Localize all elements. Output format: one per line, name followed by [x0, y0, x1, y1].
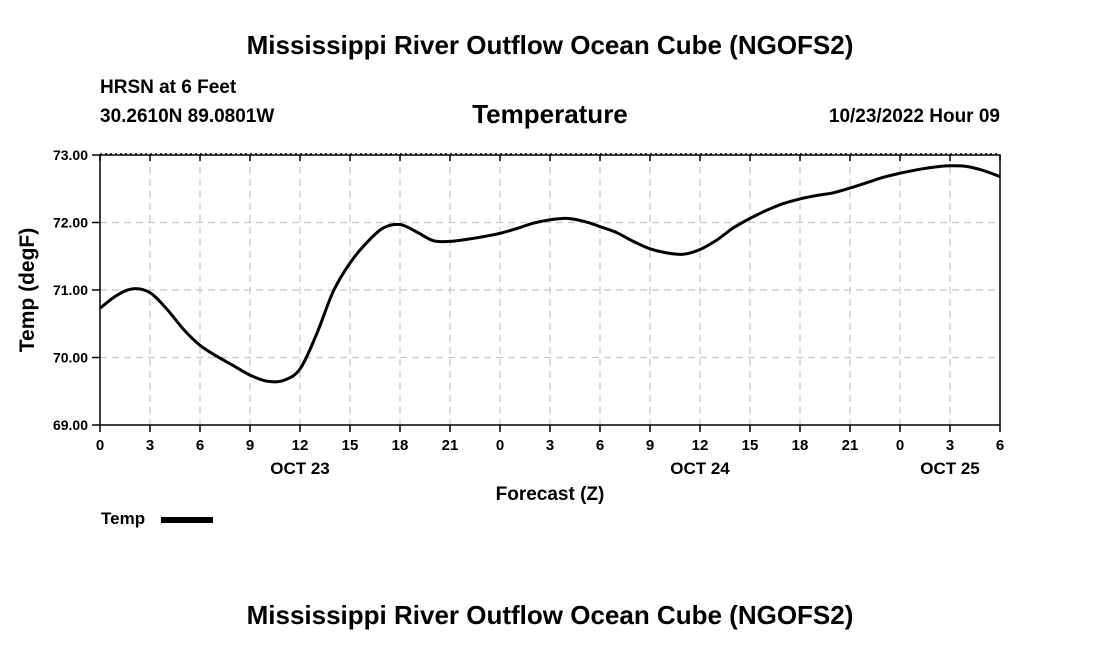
page-title: Mississippi River Outflow Ocean Cube (NG…: [246, 30, 854, 60]
x-tick-label: 0: [96, 437, 104, 454]
x-tick-label: 15: [342, 437, 359, 454]
x-tick-label: 18: [392, 437, 409, 454]
x-tick-label: 3: [546, 437, 554, 454]
x-axis-label: Forecast (Z): [496, 484, 605, 505]
datetime-label: 10/23/2022 Hour 09: [828, 106, 1000, 127]
y-tick-label: 71.00: [53, 282, 88, 298]
x-tick-label: 0: [496, 437, 504, 454]
station-label: HRSN at 6 Feet: [100, 77, 237, 98]
date-label: OCT 23: [270, 459, 330, 478]
x-tick-label: 3: [146, 437, 154, 454]
y-tick-label: 72.00: [53, 215, 88, 231]
date-label: OCT 25: [920, 459, 980, 478]
temp-series-line: [99, 164, 1001, 384]
chart-title: Temperature: [472, 99, 628, 129]
x-tick-label: 12: [692, 437, 709, 454]
x-tick-label: 9: [246, 437, 254, 454]
coordinates-label: 30.2610N 89.0801W: [100, 106, 275, 127]
x-tick-label: 6: [996, 437, 1004, 454]
x-tick-label: 0: [896, 437, 904, 454]
x-tick-label: 9: [646, 437, 654, 454]
axis-ticks: [92, 154, 1001, 432]
y-axis-label: Temp (degF): [16, 228, 39, 352]
footer-title: Mississippi River Outflow Ocean Cube (NG…: [246, 600, 854, 630]
y-tick-label: 69.00: [53, 417, 88, 433]
x-tick-label: 3: [946, 437, 954, 454]
x-tick-label: 15: [742, 437, 759, 454]
x-tick-label: 6: [596, 437, 604, 454]
x-tick-label: 21: [842, 437, 859, 454]
legend-swatch-temp: [161, 517, 213, 523]
x-tick-label: 6: [196, 437, 204, 454]
grid-lines: [100, 155, 1000, 425]
axis-labels: 69.00 70.00 71.00 72.00 73.00 0 3 6 9 12 15 18 21 0 3 6…: [53, 147, 1004, 478]
y-tick-label: 70.00: [53, 350, 88, 366]
x-tick-label: 12: [292, 437, 309, 454]
y-tick-label: 73.00: [53, 147, 88, 163]
x-tick-label: 21: [442, 437, 459, 454]
x-tick-label: 18: [792, 437, 809, 454]
legend-label-temp: Temp: [101, 509, 146, 528]
date-label: OCT 24: [670, 459, 730, 478]
